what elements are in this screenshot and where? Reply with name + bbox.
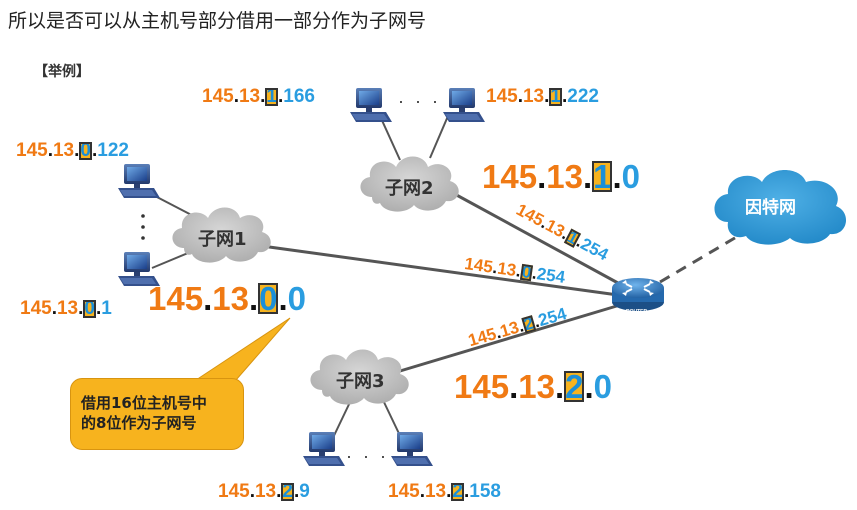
callout-line-2: 的8位作为子网号 bbox=[81, 414, 197, 432]
internet-cloud bbox=[714, 170, 847, 245]
link-subnet2-router bbox=[439, 184, 619, 285]
host-ip: 145.13.2.9 bbox=[218, 481, 310, 502]
internet-label: 因特网 bbox=[745, 198, 796, 218]
link-subnet3-router bbox=[389, 303, 621, 376]
subnet3-label: 子网3 bbox=[336, 371, 385, 392]
host-ip: 145.13.0.1 bbox=[20, 298, 112, 319]
host-ip: 145.13.1.222 bbox=[486, 86, 599, 107]
router-label: ROUTER bbox=[626, 309, 648, 315]
page-title: 所以是否可以从主机号部分借用一部分作为子网号 bbox=[8, 10, 427, 32]
example-tag: 【举例】 bbox=[34, 64, 90, 80]
host-ip: 145.13.1.166 bbox=[202, 86, 315, 107]
link-host bbox=[429, 115, 449, 159]
link-router-internet bbox=[659, 230, 746, 284]
subnet3-network-address: 145.13.2.0 bbox=[454, 368, 613, 405]
subnet1-label: 子网1 bbox=[198, 229, 247, 250]
link-host bbox=[379, 115, 401, 161]
callout-box: 借用16位主机号中 的8位作为子网号 bbox=[70, 378, 244, 450]
router-icon bbox=[612, 278, 664, 311]
subnet1-network-address: 145.13.0.0 bbox=[148, 280, 307, 317]
horizontal-ellipsis: · · · bbox=[398, 91, 441, 111]
link-subnet1-router bbox=[261, 244, 619, 297]
host-ip: 145.13.2.158 bbox=[388, 481, 501, 502]
subnet2-label: 子网2 bbox=[385, 178, 434, 199]
host-ip: 145.13.0.122 bbox=[16, 140, 129, 161]
callout-line-1: 借用16位主机号中 bbox=[81, 394, 207, 412]
vertical-ellipsis bbox=[141, 214, 145, 240]
horizontal-ellipsis: · · · bbox=[346, 446, 389, 466]
subnet2-network-address: 145.13.1.0 bbox=[482, 158, 641, 195]
